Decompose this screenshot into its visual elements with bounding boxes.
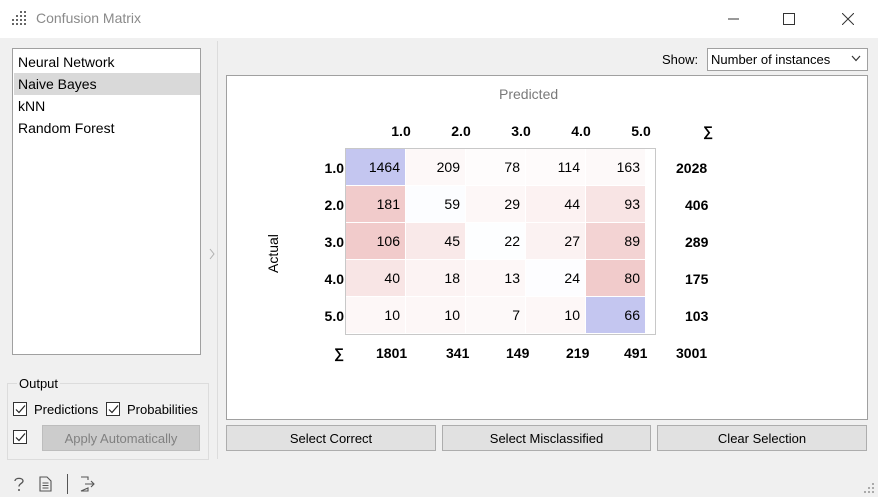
question-icon[interactable] <box>13 476 25 492</box>
column-sum: 491 <box>624 345 648 361</box>
row-sum: 406 <box>685 197 709 213</box>
column-header: 2.0 <box>451 123 471 139</box>
window-title: Confusion Matrix <box>36 10 142 26</box>
minimize-icon <box>728 18 739 20</box>
row-header: 3.0 <box>324 234 344 250</box>
close-button[interactable] <box>825 0 871 38</box>
column-sum: 1801 <box>376 345 408 361</box>
status-divider <box>67 474 68 494</box>
grand-total: 3001 <box>676 345 708 361</box>
matrix-cell[interactable]: 114 <box>526 149 585 185</box>
show-label: Show: <box>662 52 699 67</box>
column-header: 3.0 <box>511 123 531 139</box>
learners-list[interactable]: Neural Network Naive Bayes kNN Random Fo… <box>12 48 201 355</box>
row-sum: 175 <box>685 271 709 287</box>
resize-grip-icon[interactable] <box>864 483 874 493</box>
output-group <box>7 383 209 460</box>
chevron-down-icon <box>851 55 861 62</box>
auto-apply-checkbox[interactable] <box>13 430 27 444</box>
row-header: 2.0 <box>324 197 344 213</box>
checkmark-icon <box>108 405 119 414</box>
matrix-cell[interactable]: 10 <box>346 297 405 333</box>
matrix-cell[interactable]: 209 <box>406 149 465 185</box>
matrix-cell[interactable]: 106 <box>346 223 405 259</box>
splitter-handle-icon[interactable] <box>209 248 215 260</box>
matrix-cell[interactable]: 18 <box>406 260 465 296</box>
row-sum: 289 <box>685 234 709 250</box>
matrix-cell[interactable]: 181 <box>346 186 405 222</box>
probabilities-checkbox[interactable] <box>106 402 120 416</box>
show-select-value: Number of instances <box>711 52 831 67</box>
export-icon[interactable] <box>80 476 96 492</box>
learner-item-naive-bayes[interactable]: Naive Bayes <box>14 73 200 95</box>
row-header: 4.0 <box>324 271 344 287</box>
matrix-cell[interactable]: 45 <box>406 223 465 259</box>
show-select[interactable]: Number of instances <box>707 48 868 71</box>
column-sum: 149 <box>506 345 530 361</box>
matrix-cell[interactable]: 44 <box>526 186 585 222</box>
matrix-cell[interactable]: 10 <box>406 297 465 333</box>
row-sum: 103 <box>685 308 709 324</box>
checkmark-icon <box>15 405 26 414</box>
row-sum: 2028 <box>676 160 708 176</box>
column-header: 4.0 <box>571 123 591 139</box>
actual-axis-label: Actual <box>265 234 281 273</box>
column-header: 5.0 <box>631 123 651 139</box>
matrix-cell[interactable]: 89 <box>586 223 645 259</box>
matrix-cell[interactable]: 10 <box>526 297 585 333</box>
column-header: 1.0 <box>391 123 411 139</box>
matrix-cell[interactable]: 59 <box>406 186 465 222</box>
matrix-cell[interactable]: 163 <box>586 149 645 185</box>
matrix-cell[interactable]: 22 <box>466 223 525 259</box>
output-group-title: Output <box>17 376 61 391</box>
matrix-cell[interactable]: 24 <box>526 260 585 296</box>
predictions-checkbox[interactable] <box>13 402 27 416</box>
matrix-cell[interactable]: 27 <box>526 223 585 259</box>
status-bar <box>0 470 878 497</box>
matrix-cell[interactable]: 78 <box>466 149 525 185</box>
apply-automatically-button[interactable]: Apply Automatically <box>42 425 200 451</box>
select-misclassified-button[interactable]: Select Misclassified <box>442 425 651 451</box>
matrix-cell[interactable]: 29 <box>466 186 525 222</box>
matrix-cell[interactable]: 66 <box>586 297 645 333</box>
matrix-cell[interactable]: 1464 <box>346 149 405 185</box>
learner-item-neural-network[interactable]: Neural Network <box>18 54 115 70</box>
checkmark-icon <box>15 433 26 442</box>
probabilities-label: Probabilities <box>127 402 198 417</box>
matrix-cell[interactable]: 40 <box>346 260 405 296</box>
learner-item-knn[interactable]: kNN <box>18 98 46 114</box>
column-sum: 219 <box>566 345 590 361</box>
predictions-label: Predictions <box>34 402 99 417</box>
grid-dots-icon <box>12 11 26 25</box>
close-icon <box>842 13 854 25</box>
row-header: 5.0 <box>324 308 344 324</box>
minimize-button[interactable] <box>711 0 757 38</box>
matrix-cell[interactable]: 93 <box>586 186 645 222</box>
learner-item-random-forest[interactable]: Random Forest <box>18 120 115 136</box>
maximize-button[interactable] <box>766 0 812 38</box>
matrix-cell[interactable]: 80 <box>586 260 645 296</box>
column-sum: 341 <box>446 345 470 361</box>
title-bar: Confusion Matrix <box>0 0 878 38</box>
column-sum-header: ∑ <box>703 123 713 139</box>
row-sum-header: ∑ <box>334 345 344 361</box>
matrix-cell[interactable]: 7 <box>466 297 525 333</box>
row-header: 1.0 <box>324 160 344 176</box>
predicted-axis-label: Predicted <box>499 86 559 102</box>
main-area <box>217 41 877 459</box>
select-correct-button[interactable]: Select Correct <box>226 425 436 451</box>
maximize-icon <box>783 13 795 25</box>
document-icon[interactable] <box>39 476 52 492</box>
clear-selection-button[interactable]: Clear Selection <box>657 425 867 451</box>
matrix-cell[interactable]: 13 <box>466 260 525 296</box>
